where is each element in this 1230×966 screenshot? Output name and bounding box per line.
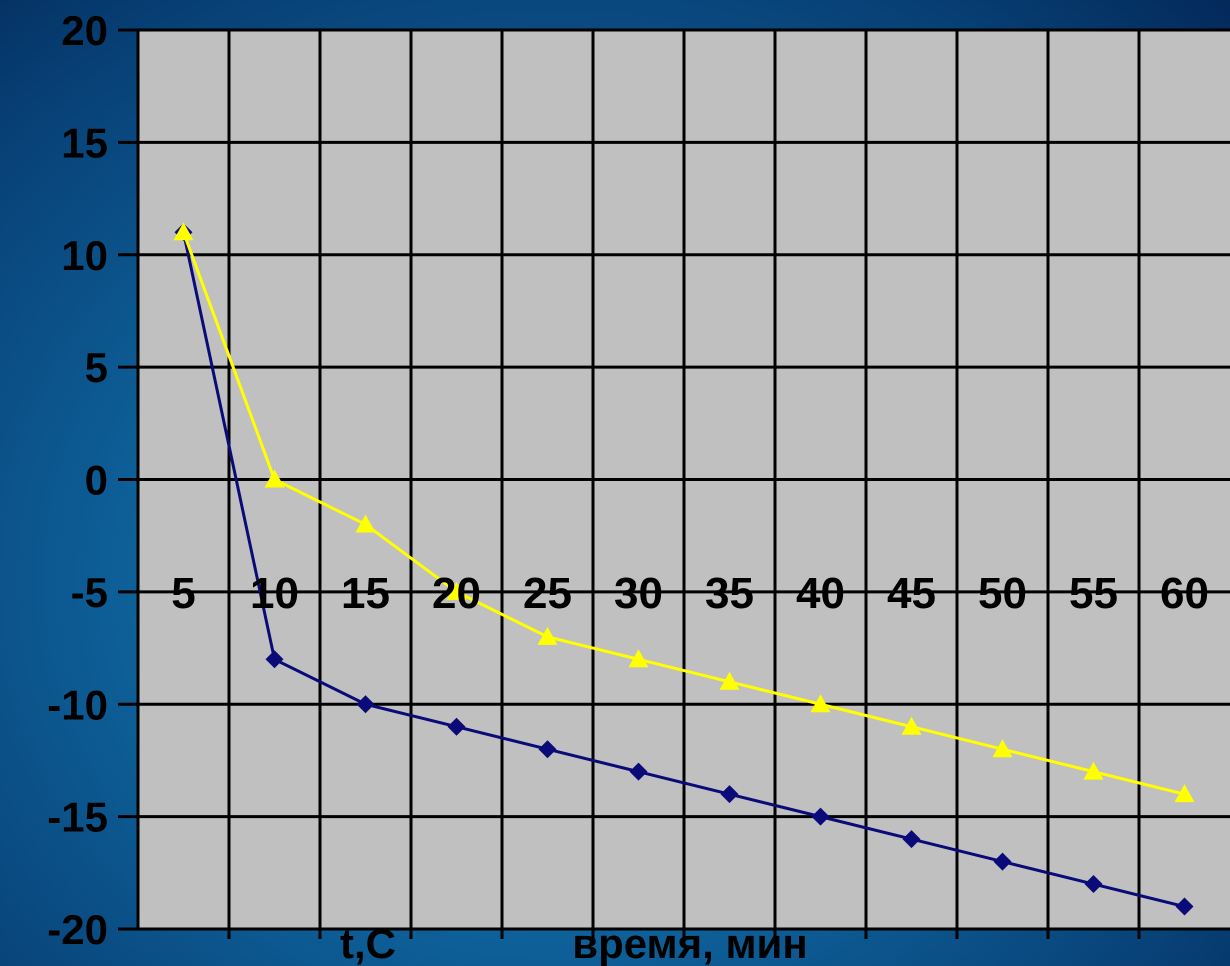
y-axis-title: t,C <box>340 920 396 966</box>
x-tick-label: 55 <box>1069 569 1118 618</box>
data-point-diamond <box>902 830 921 849</box>
x-tick-label: 45 <box>887 569 936 618</box>
x-tick-label: 20 <box>432 569 481 618</box>
y-tick-label: -20 <box>47 906 108 953</box>
x-tick-label: 30 <box>614 569 663 618</box>
data-point-diamond <box>356 695 375 714</box>
data-point-triangle <box>355 514 376 533</box>
x-tick-label: 40 <box>796 569 845 618</box>
x-tick-label: 50 <box>978 569 1027 618</box>
y-tick-label: 5 <box>85 344 108 391</box>
x-tick-label: 60 <box>1160 569 1209 618</box>
x-tick-label: 25 <box>523 569 572 618</box>
data-point-diamond <box>265 650 284 669</box>
data-point-diamond <box>811 807 830 826</box>
x-tick-label: 15 <box>341 569 390 618</box>
data-point-triangle <box>1083 761 1104 780</box>
y-tick-label: 20 <box>61 7 108 54</box>
data-point-triangle <box>173 222 194 241</box>
series-layer <box>173 222 1195 916</box>
grid <box>118 28 1230 939</box>
data-point-triangle <box>264 469 285 488</box>
x-tick-label: 35 <box>705 569 754 618</box>
data-point-triangle <box>537 626 558 645</box>
data-point-triangle <box>810 694 831 713</box>
y-tick-label: -15 <box>47 794 108 841</box>
x-axis-title: время, мин <box>572 920 807 966</box>
data-point-diamond <box>1175 897 1194 916</box>
series-line <box>182 231 1185 908</box>
y-tick-label: 0 <box>85 457 108 504</box>
x-axis-ticks: 5 10 15 20 25 30 35 40 45 50 55 60 <box>171 569 1209 618</box>
data-point-triangle <box>446 581 467 600</box>
y-tick-label: 15 <box>61 119 108 166</box>
data-point-diamond <box>447 717 466 736</box>
y-tick-label: 10 <box>61 232 108 279</box>
y-tick-label: -5 <box>71 569 108 616</box>
series-2 <box>173 222 1195 803</box>
x-tick-label: 5 <box>171 569 195 618</box>
data-point-triangle <box>901 716 922 735</box>
data-point-diamond <box>993 852 1012 871</box>
x-tick-label: 10 <box>250 569 299 618</box>
data-point-diamond <box>538 740 557 759</box>
data-point-diamond <box>720 785 739 804</box>
series-1 <box>174 223 1194 916</box>
data-point-triangle <box>992 739 1013 758</box>
data-point-diamond <box>629 762 648 781</box>
data-point-triangle <box>1174 784 1195 803</box>
data-point-triangle <box>628 649 649 668</box>
y-tick-label: -10 <box>47 681 108 728</box>
y-axis-ticks: 20 15 10 5 0 -5 -10 -15 -20 <box>47 7 108 953</box>
series-line <box>182 231 1185 796</box>
data-point-diamond <box>1084 875 1103 894</box>
data-point-triangle <box>719 671 740 690</box>
